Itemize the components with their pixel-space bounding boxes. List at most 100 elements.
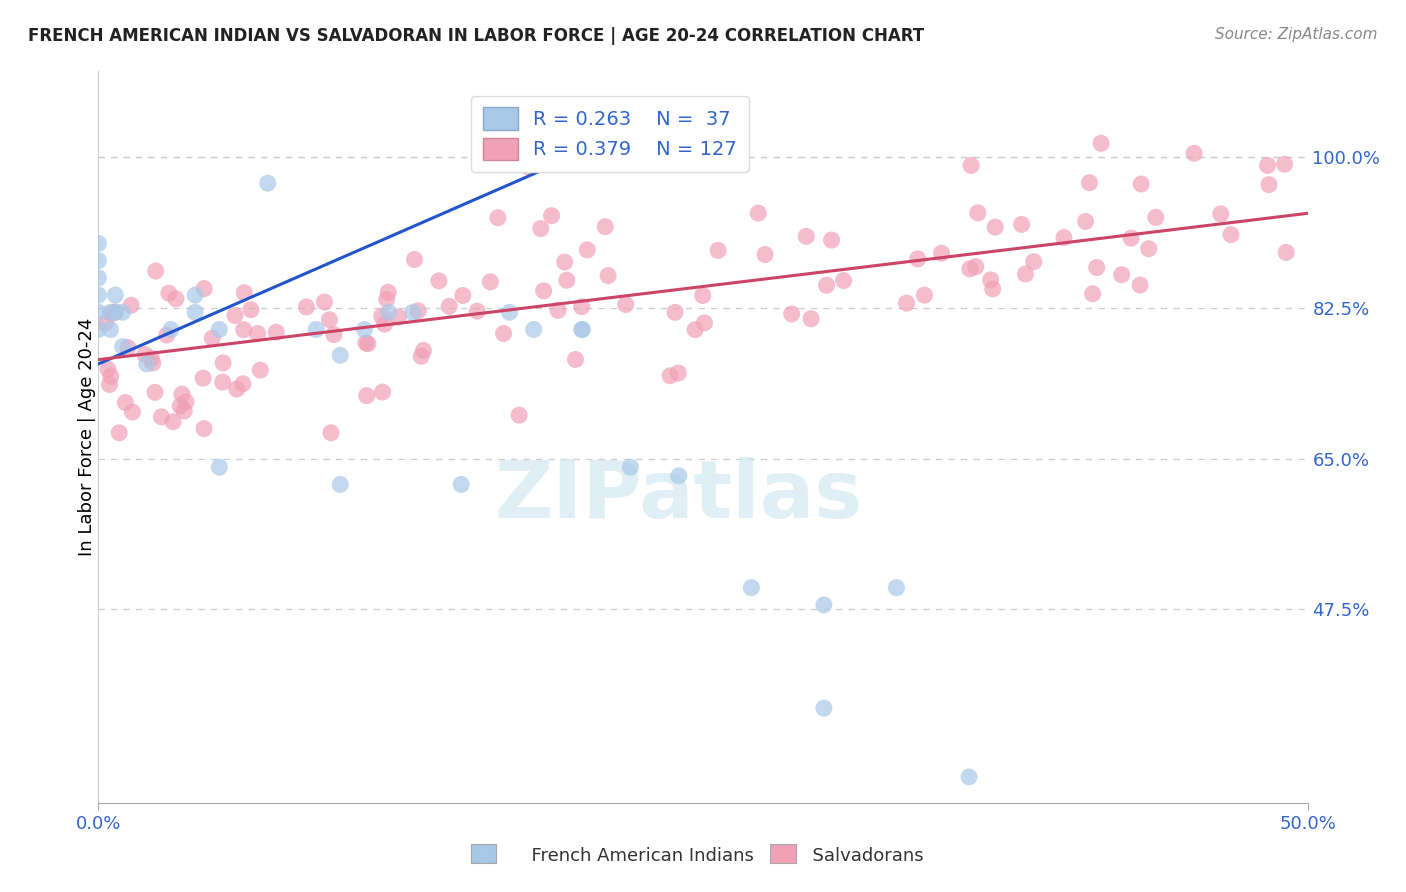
Point <box>664 305 686 319</box>
Point <box>377 285 399 300</box>
Point <box>165 292 187 306</box>
Point <box>156 328 179 343</box>
Point <box>1137 242 1160 256</box>
Point <box>754 247 776 261</box>
Point <box>683 323 706 337</box>
Point <box>357 336 380 351</box>
Point <box>87 288 110 302</box>
Text: Source: ZipAtlas.com: Source: ZipAtlas.com <box>1215 27 1378 42</box>
Point <box>1182 146 1205 161</box>
Point <box>117 341 139 355</box>
Point <box>896 296 918 310</box>
Point <box>614 297 637 311</box>
Text: FRENCH AMERICAN INDIAN VS SALVADORAN IN LABOR FORCE | AGE 20-24 CORRELATION CHAR: FRENCH AMERICAN INDIAN VS SALVADORAN IN … <box>28 27 924 45</box>
Point <box>571 322 593 336</box>
Point <box>97 362 120 376</box>
Point <box>451 288 474 302</box>
Point <box>571 300 593 314</box>
Point <box>87 236 110 251</box>
Point <box>1275 245 1298 260</box>
Point <box>264 325 287 339</box>
Point <box>1022 254 1045 268</box>
Point <box>249 363 271 377</box>
Point <box>104 288 127 302</box>
Point <box>465 304 488 318</box>
Point <box>693 316 716 330</box>
Point <box>135 357 157 371</box>
Point <box>668 468 690 483</box>
Point <box>984 220 1007 235</box>
Point <box>87 322 110 336</box>
Point <box>387 310 409 324</box>
Point <box>162 415 184 429</box>
Point <box>1014 267 1036 281</box>
Point <box>571 322 593 336</box>
Point <box>907 252 929 266</box>
Point <box>98 377 121 392</box>
Point <box>980 273 1002 287</box>
Point <box>1081 286 1104 301</box>
Point <box>981 282 1004 296</box>
Point <box>141 351 163 366</box>
Point <box>1011 218 1033 232</box>
Point <box>707 244 730 258</box>
Point <box>404 252 426 267</box>
Point <box>314 295 336 310</box>
Point <box>233 285 256 300</box>
Point <box>593 219 616 234</box>
Point <box>666 366 689 380</box>
Point <box>157 286 180 301</box>
Point <box>747 206 769 220</box>
Point <box>1258 178 1281 192</box>
Point <box>492 326 515 341</box>
Point <box>1129 278 1152 293</box>
Point <box>374 317 396 331</box>
Point <box>576 243 599 257</box>
Text: ZIPatlas: ZIPatlas <box>495 457 863 534</box>
Point <box>1209 207 1232 221</box>
Point <box>1074 214 1097 228</box>
Point <box>108 425 131 440</box>
Point <box>411 349 433 363</box>
Point <box>960 158 983 172</box>
Point <box>104 305 127 319</box>
Y-axis label: In Labor Force | Age 20-24: In Labor Force | Age 20-24 <box>79 318 96 557</box>
Point <box>533 284 555 298</box>
Point <box>820 233 842 247</box>
Point <box>1111 268 1133 282</box>
Text: French American Indians: French American Indians <box>520 847 754 865</box>
Point <box>965 260 987 274</box>
Point <box>356 389 378 403</box>
Point <box>329 348 352 362</box>
Point <box>142 356 165 370</box>
Point <box>815 278 838 293</box>
Point <box>1144 211 1167 225</box>
Point <box>800 311 823 326</box>
Point <box>813 701 835 715</box>
Point <box>353 322 375 336</box>
Point <box>94 316 117 330</box>
Point <box>530 221 553 235</box>
Point <box>780 307 803 321</box>
Point <box>201 331 224 345</box>
Point <box>555 273 578 287</box>
Point <box>508 408 530 422</box>
Point <box>211 375 233 389</box>
Point <box>111 340 134 354</box>
Point <box>498 305 520 319</box>
Point <box>377 305 399 319</box>
Point <box>1085 260 1108 275</box>
Point <box>412 343 434 358</box>
Point <box>87 253 110 268</box>
Point <box>486 211 509 225</box>
Point <box>371 385 394 400</box>
Point <box>540 209 562 223</box>
Point <box>659 368 682 383</box>
Point <box>305 322 328 336</box>
Point <box>232 323 254 337</box>
Point <box>1078 176 1101 190</box>
Point <box>173 404 195 418</box>
Point <box>225 382 247 396</box>
Point <box>554 255 576 269</box>
Point <box>114 395 136 409</box>
